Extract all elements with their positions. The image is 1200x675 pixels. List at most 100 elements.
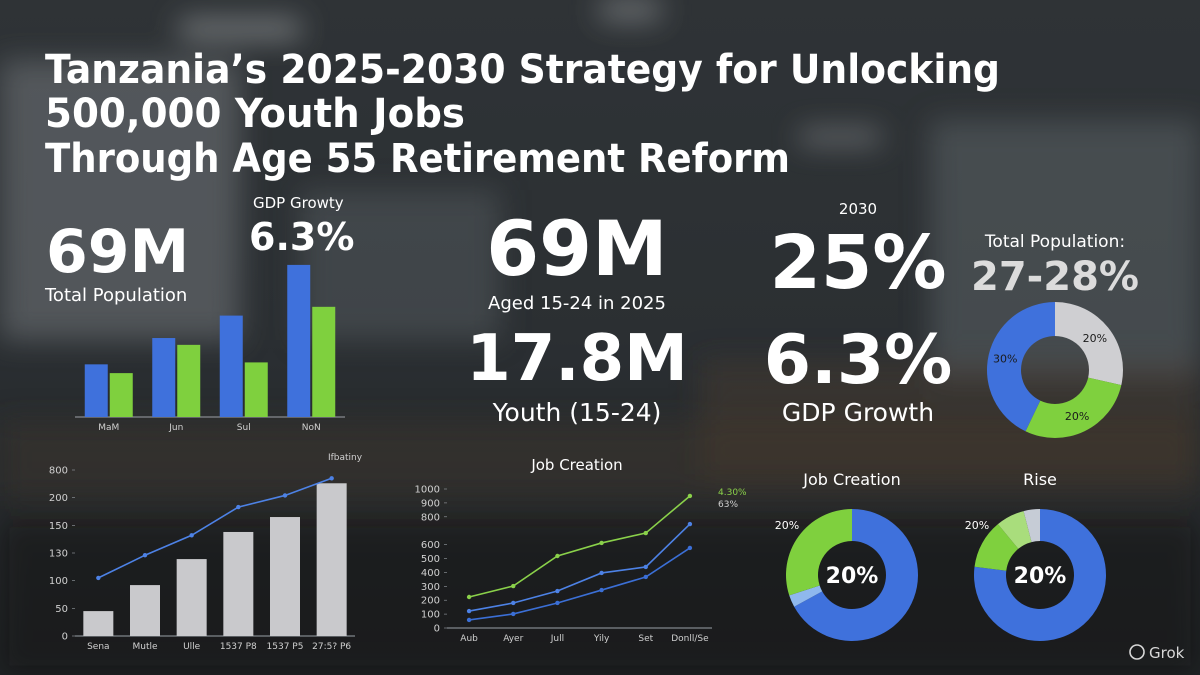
point bbox=[687, 521, 693, 527]
x-tick-label: Set bbox=[638, 634, 653, 644]
x-tick-label: Sul bbox=[237, 423, 251, 433]
point bbox=[466, 617, 472, 623]
x-tick-label: Ayer bbox=[503, 634, 523, 644]
point bbox=[511, 600, 516, 606]
x-tick-label: Jull bbox=[550, 634, 564, 644]
x-tick-label: Sena bbox=[87, 642, 109, 652]
annotation: 4.30% bbox=[718, 488, 747, 498]
data-label: 30% bbox=[993, 353, 1017, 366]
stat-label: 2030 bbox=[839, 200, 877, 218]
x-tick-label: 27:5? P6 bbox=[312, 642, 351, 652]
x-tick-label: MaM bbox=[98, 423, 119, 433]
point bbox=[466, 608, 472, 614]
center-label: 20% bbox=[1014, 564, 1067, 589]
line-series bbox=[97, 477, 332, 579]
stat-label: Youth (15-24) bbox=[492, 398, 662, 427]
x-tick-label: Donll/Se bbox=[671, 634, 709, 644]
line-series bbox=[468, 523, 691, 612]
bar bbox=[130, 585, 160, 636]
y-tick-label: 100 bbox=[49, 576, 68, 587]
bar bbox=[219, 315, 243, 417]
annotation: Ifbatiny bbox=[328, 453, 363, 463]
chart-title: Rise bbox=[1023, 470, 1057, 489]
y-tick-label: 900 bbox=[421, 498, 440, 509]
point bbox=[599, 587, 604, 593]
point bbox=[599, 570, 604, 576]
center-label: 20% bbox=[826, 564, 879, 589]
x-tick-label: NoN bbox=[302, 423, 321, 433]
bar bbox=[244, 362, 268, 417]
line-series bbox=[468, 547, 691, 621]
stat-value: 17.8M bbox=[466, 322, 688, 396]
bar bbox=[83, 611, 114, 636]
point bbox=[142, 553, 148, 558]
stat-value: 69M bbox=[486, 204, 667, 293]
line-series bbox=[468, 495, 691, 598]
point bbox=[687, 545, 693, 551]
donut-segment bbox=[789, 585, 823, 607]
donut-segment bbox=[786, 509, 852, 596]
stat-label: GDP Growty bbox=[253, 194, 344, 212]
watermark-icon bbox=[1129, 644, 1145, 660]
donut-segment bbox=[1023, 509, 1040, 543]
x-tick-label: 1537 P5 bbox=[267, 642, 304, 652]
y-tick-label: 300 bbox=[421, 582, 440, 593]
point bbox=[236, 504, 241, 510]
stat-label: GDP Growth bbox=[782, 398, 934, 427]
bar bbox=[316, 483, 347, 636]
y-tick-label: 400 bbox=[421, 568, 440, 579]
point bbox=[555, 553, 560, 559]
x-tick-label: Ulle bbox=[183, 642, 201, 652]
chart-title: Job Creation bbox=[530, 456, 622, 474]
point bbox=[511, 611, 516, 617]
data-label: 20% bbox=[1083, 332, 1107, 345]
point bbox=[555, 600, 560, 606]
stat-value: 69M bbox=[46, 217, 189, 287]
donut-segment bbox=[974, 509, 1106, 641]
bar bbox=[177, 344, 201, 417]
point bbox=[555, 588, 560, 594]
y-tick-label: 130 bbox=[49, 549, 68, 560]
x-tick-label: Yily bbox=[593, 634, 610, 644]
point bbox=[189, 533, 194, 538]
point bbox=[599, 540, 604, 546]
donut-segment bbox=[1055, 302, 1123, 386]
stat-value: 6.3% bbox=[249, 215, 354, 259]
y-tick-label: 100 bbox=[421, 610, 440, 621]
y-tick-label: 200 bbox=[421, 596, 440, 607]
donut-segment bbox=[794, 509, 919, 641]
point bbox=[687, 493, 693, 499]
y-tick-label: 1000 bbox=[415, 485, 440, 496]
bar bbox=[84, 364, 108, 417]
y-tick-label: 800 bbox=[421, 512, 440, 523]
bar bbox=[152, 338, 176, 417]
bar bbox=[176, 559, 207, 636]
watermark: Grok bbox=[1149, 644, 1185, 662]
y-tick-label: 150 bbox=[49, 521, 68, 532]
point bbox=[511, 583, 516, 589]
y-tick-label: 0 bbox=[434, 624, 440, 635]
donut-segment bbox=[997, 511, 1032, 549]
x-tick-label: Jun bbox=[168, 423, 183, 433]
title-line: Through Age 55 Retirement Reform bbox=[45, 136, 790, 182]
chart-title: Job Creation bbox=[802, 470, 900, 489]
y-tick-label: 0 bbox=[62, 632, 68, 643]
y-tick-label: 600 bbox=[421, 540, 440, 551]
y-tick-label: 200 bbox=[49, 493, 68, 504]
stat-value: 6.3% bbox=[764, 321, 953, 400]
bar bbox=[287, 264, 311, 417]
title-line: 500,000 Youth Jobs bbox=[45, 91, 465, 137]
bar bbox=[312, 306, 336, 417]
bar bbox=[270, 517, 300, 636]
stat-label: Aged 15-24 in 2025 bbox=[488, 293, 666, 314]
point bbox=[643, 564, 648, 570]
point bbox=[643, 574, 648, 580]
y-tick-label: 50 bbox=[55, 604, 68, 615]
point bbox=[643, 530, 648, 536]
annotation: 63% bbox=[718, 500, 738, 510]
stat-label: Total Population bbox=[44, 285, 187, 306]
point bbox=[282, 493, 288, 498]
